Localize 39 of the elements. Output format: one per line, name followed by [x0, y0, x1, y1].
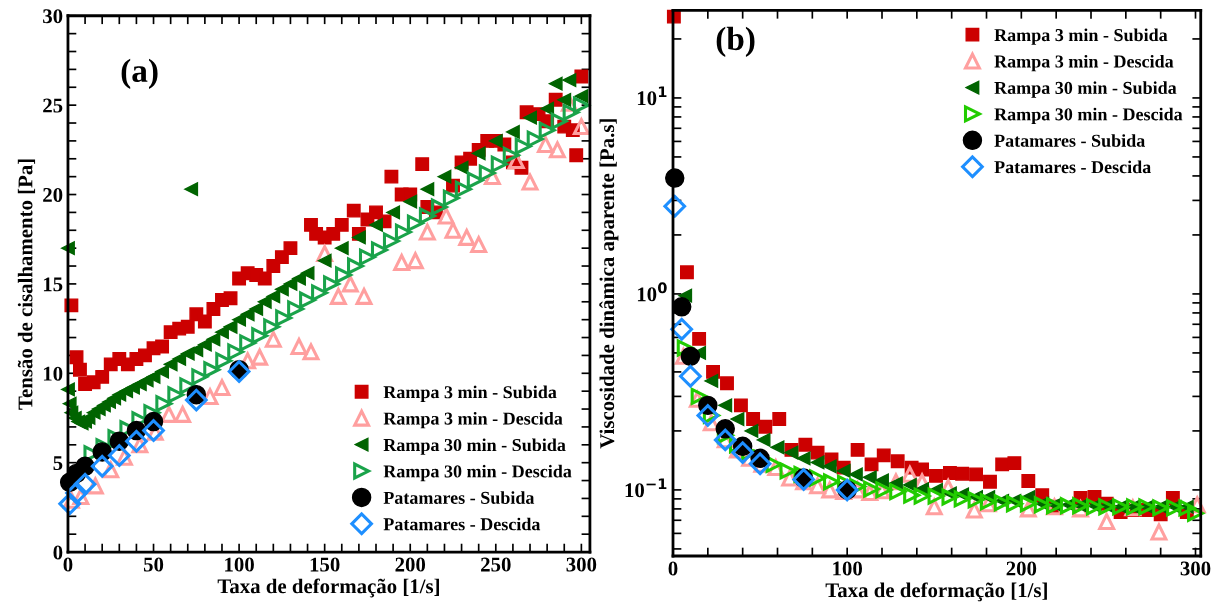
legend-label: Rampa 3 min - Descida — [383, 411, 563, 429]
annotation: (a) — [121, 58, 158, 89]
y-tick-label: 10 — [43, 366, 63, 381]
y-tick-label: 5 — [53, 456, 63, 471]
x-axis-title: Taxa de deformação [1/s] — [825, 582, 1047, 602]
y-tick-label: 15 — [43, 277, 63, 292]
y-axis-title: Viscosidade dinâmica aparente [Pa.s] — [599, 119, 619, 449]
legend-label: Rampa 30 min - Subida — [383, 438, 566, 455]
legend-label: Rampa 30 min - Subida — [994, 81, 1177, 98]
x-tick-label: 250 — [481, 557, 511, 572]
x-tick-label: 0 — [63, 557, 73, 572]
y-tick-label: 20 — [43, 187, 63, 202]
y-axis-title: Tensão de cisalhamento [Pa] — [17, 159, 36, 410]
x-tick-label: 150 — [310, 557, 340, 572]
y-tick-label: 10$^{0}$ — [637, 282, 667, 302]
y-tick-label: 25 — [43, 98, 63, 113]
legend-label: Rampa 30 min - Descida — [383, 464, 572, 482]
legend-label: Patamares - Descida — [383, 517, 541, 531]
legend-label: Rampa 3 min - Subida — [383, 385, 557, 402]
x-tick-label: 300 — [1180, 561, 1211, 576]
annotation: (b) — [716, 26, 755, 57]
x-tick-label: 100 — [833, 561, 862, 576]
legend-label: Rampa 3 min - Descida — [994, 54, 1174, 72]
y-tick-label: 10$^{1}$ — [637, 86, 667, 106]
y-tick-label: 0 — [53, 545, 63, 560]
y-tick-label: 30 — [43, 9, 63, 24]
x-tick-label: 200 — [395, 557, 426, 572]
y-tick-label: 10$^{−1}$ — [625, 478, 667, 498]
legend-label: Rampa 30 min - Descida — [994, 107, 1183, 125]
x-tick-label: 50 — [143, 557, 164, 572]
x-tick-label: 100 — [225, 557, 254, 572]
legend-label: Patamares - Subida — [383, 491, 535, 504]
x-tick-label: 300 — [566, 557, 597, 572]
legend-label: Patamares - Subida — [994, 134, 1145, 147]
x-axis-title: Taxa de deformação [1/s] — [217, 578, 439, 598]
legend-label: Rampa 3 min - Subida — [994, 28, 1168, 45]
x-tick-label: 0 — [668, 561, 678, 576]
legend-label: Patamares - Descida — [994, 160, 1151, 174]
x-tick-label: 200 — [1006, 561, 1037, 576]
